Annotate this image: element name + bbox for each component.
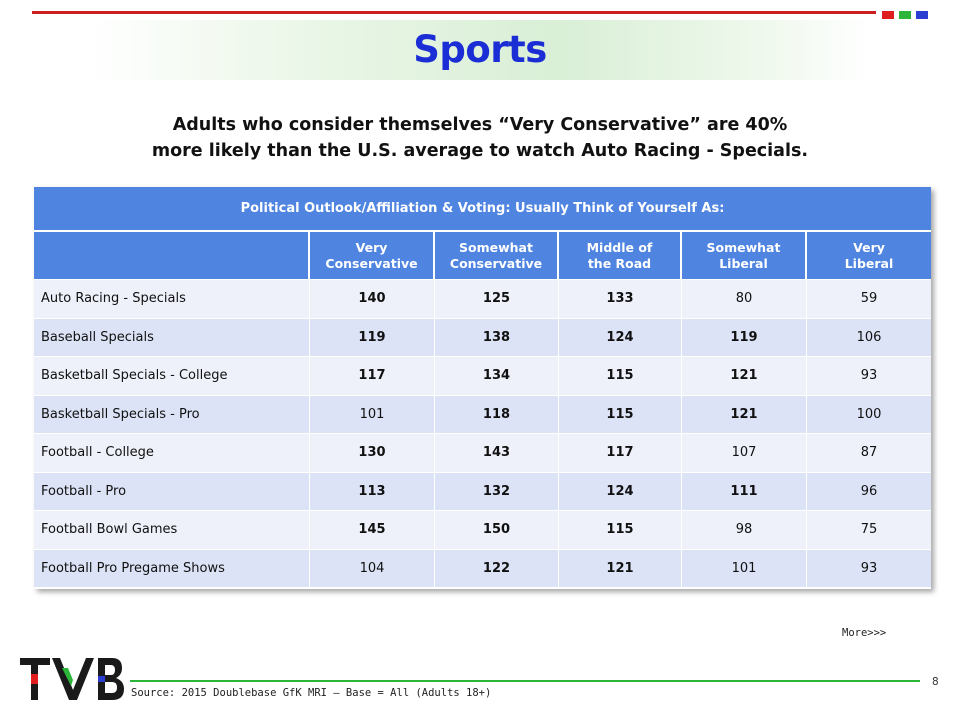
- index-value-cell: 100: [856, 406, 882, 422]
- title-band: [88, 20, 872, 80]
- top-rule: [32, 11, 876, 14]
- index-value-cell: 96: [860, 483, 878, 499]
- table-row: Football - College 130 143 117 107 87: [34, 433, 931, 472]
- index-value-cell: 113: [310, 472, 435, 510]
- page-number: 8: [932, 676, 939, 688]
- page-title: Sports: [413, 28, 547, 71]
- column-header-label: [34, 232, 310, 279]
- row-label: Football - College: [34, 434, 310, 472]
- index-value-cell: 119: [310, 318, 435, 356]
- accent-square-red: [882, 11, 894, 19]
- row-label: Football Pro Pregame Shows: [34, 549, 310, 587]
- index-value-cell: 143: [435, 434, 559, 472]
- row-label: Auto Racing - Specials: [34, 280, 310, 318]
- index-value-cell: 117: [559, 434, 682, 472]
- table-body: Auto Racing - Specials 140 125 133 80 59 Baseb…: [34, 279, 931, 587]
- index-value-cell: 124: [559, 472, 682, 510]
- headline-line-1: Adults who consider themselves “Very Con…: [172, 115, 788, 135]
- index-value-cell: 118: [435, 395, 559, 433]
- data-table: Political Outlook/Affiliation & Voting: …: [34, 187, 931, 589]
- index-value-cell: 98: [682, 511, 807, 549]
- index-value-cell: 121: [682, 357, 807, 395]
- table-row: Basketball Specials - Pro 101 118 115 121 100: [34, 394, 931, 433]
- index-value-cell: 140: [310, 280, 435, 318]
- index-value-cell: 107: [682, 434, 807, 472]
- table-row: Football Pro Pregame Shows 104 122 121 101 93: [34, 548, 931, 587]
- index-value-cell: 122: [435, 549, 559, 587]
- index-value-cell: 93: [860, 368, 878, 384]
- index-value-cell: 132: [435, 472, 559, 510]
- index-value-cell: 145: [310, 511, 435, 549]
- index-value-cell: 133: [559, 280, 682, 318]
- index-value-cell: 93: [860, 560, 878, 576]
- source-note: Source: 2015 Doublebase GfK MRI – Base =…: [131, 687, 492, 699]
- row-label: Football Bowl Games: [34, 511, 310, 549]
- column-header-somewhat-conservative: Somewhat Conservative: [435, 232, 559, 279]
- index-value-cell: 121: [559, 549, 682, 587]
- table-row: Football Bowl Games 145 150 115 98 75: [34, 510, 931, 549]
- accent-square-green: [899, 11, 911, 19]
- bottom-rule: [130, 680, 920, 682]
- table-row: Auto Racing - Specials 140 125 133 80 59: [34, 279, 931, 318]
- headline: Adults who consider themselves “Very Con…: [40, 112, 920, 164]
- index-value-cell: 101: [682, 549, 807, 587]
- tvb-logo: [20, 658, 124, 700]
- headline-line-2: more likely than the U.S. average to wat…: [151, 141, 809, 161]
- index-value-cell: 87: [860, 445, 878, 461]
- row-label: Basketball Specials - College: [34, 357, 310, 395]
- column-header-somewhat-liberal: Somewhat Liberal: [682, 232, 807, 279]
- more-link[interactable]: More>>>: [842, 627, 887, 639]
- index-value-cell: 115: [559, 357, 682, 395]
- table-header: Political Outlook/Affiliation & Voting: …: [34, 187, 931, 232]
- column-header-very-conservative: Very Conservative: [310, 232, 435, 279]
- index-value-cell: 59: [860, 291, 878, 307]
- column-header-row: Very Conservative Somewhat Conservative …: [34, 232, 931, 279]
- index-value-cell: 130: [310, 434, 435, 472]
- index-value-cell: 121: [682, 395, 807, 433]
- index-value-cell: 125: [435, 280, 559, 318]
- table-row: Basketball Specials - College 117 134 115 12…: [34, 356, 931, 395]
- index-value-cell: 150: [435, 511, 559, 549]
- index-value-cell: 106: [856, 329, 882, 345]
- accent-square-blue: [916, 11, 928, 19]
- index-value-cell: 111: [682, 472, 807, 510]
- index-value-cell: 101: [310, 395, 435, 433]
- index-value-cell: 124: [559, 318, 682, 356]
- index-value-cell: 80: [682, 280, 807, 318]
- row-label: Football - Pro: [34, 472, 310, 510]
- table-row: Football - Pro 113 132 124 111 96: [34, 471, 931, 510]
- column-header-very-liberal: Very Liberal: [807, 232, 931, 279]
- row-label: Basketball Specials - Pro: [34, 395, 310, 433]
- index-value-cell: 119: [682, 318, 807, 356]
- index-value-cell: 138: [435, 318, 559, 356]
- index-value-cell: 75: [860, 522, 878, 538]
- index-value-cell: 134: [435, 357, 559, 395]
- index-value-cell: 117: [310, 357, 435, 395]
- table-row: Baseball Specials 119 138 124 119 106: [34, 317, 931, 356]
- index-value-cell: 115: [559, 395, 682, 433]
- index-value-cell: 104: [310, 549, 435, 587]
- column-header-middle-of-the-road: Middle of the Road: [559, 232, 682, 279]
- row-label: Baseball Specials: [34, 318, 310, 356]
- index-value-cell: 115: [559, 511, 682, 549]
